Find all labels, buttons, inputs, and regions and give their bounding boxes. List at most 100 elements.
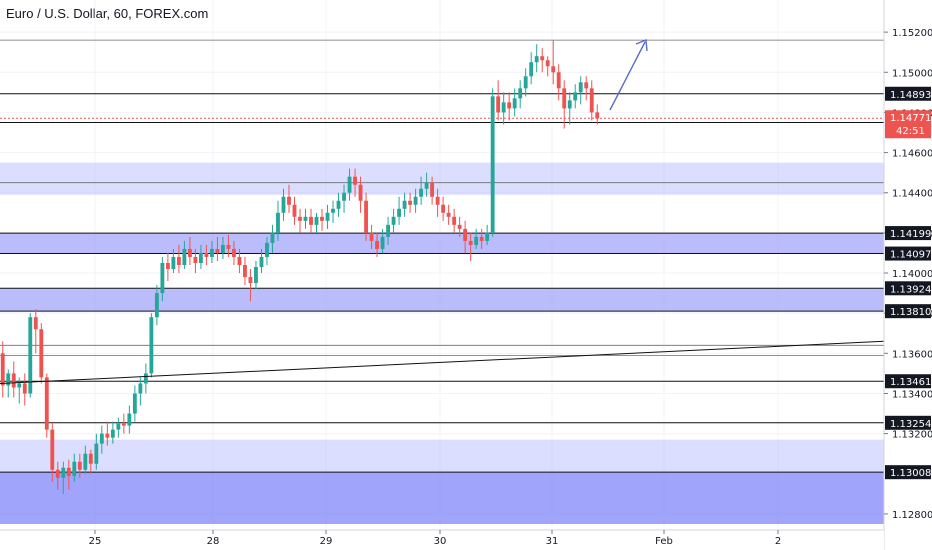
candle-body (215, 248, 220, 253)
candle-body (507, 102, 512, 109)
candle-body (364, 200, 368, 233)
candle-body (165, 262, 170, 270)
price-tick-label: 1.14400 (892, 189, 932, 200)
drawings-layer (0, 39, 885, 384)
price-tick-label: 1.13400 (892, 389, 932, 400)
candle-body (435, 196, 440, 205)
candle-body (380, 236, 385, 249)
price-tick-label: 1.15200 (892, 28, 932, 39)
level-price-label: 1.14097 (890, 250, 931, 261)
candle-body (39, 329, 44, 378)
candle-body (105, 433, 110, 438)
candle-body (33, 317, 38, 330)
candle-body (254, 267, 258, 284)
candle-body (6, 373, 11, 386)
level-price-label: 1.13924 (890, 284, 931, 295)
level-price-tag (885, 465, 931, 480)
candle-body (28, 317, 33, 394)
price-tick-label: 1.13200 (892, 430, 932, 441)
candle-body (0, 353, 5, 386)
candle-body (452, 216, 457, 225)
price-tick-label: 1.14600 (892, 149, 932, 160)
candle-body (309, 216, 313, 225)
candle-body (496, 96, 501, 113)
candle-body (485, 232, 490, 241)
level-price-tag (885, 226, 931, 241)
candle-body (61, 467, 66, 478)
candle-body (408, 200, 413, 205)
candle-body (457, 224, 462, 229)
candle-body (545, 60, 550, 67)
candle-body (11, 373, 16, 388)
candle-body (584, 82, 589, 89)
candle-body (518, 88, 523, 99)
candle-body (369, 232, 374, 241)
candle-body (259, 256, 264, 268)
candle-body (99, 433, 104, 444)
candle-body (50, 429, 55, 470)
candle-body (446, 212, 451, 217)
candle-body (287, 196, 291, 205)
level-price-label: 1.13461 (890, 377, 931, 388)
candle-body (468, 240, 473, 245)
current-price-label: 1.14771 (890, 113, 931, 124)
arrow-head (635, 39, 648, 52)
candle-body (336, 200, 341, 209)
candle-body (270, 232, 275, 243)
candle-body (567, 100, 572, 109)
candle-body (110, 429, 115, 438)
candle-body (325, 212, 330, 221)
level-price-tag (885, 281, 931, 296)
candle-body (589, 88, 594, 113)
candle-body (523, 76, 528, 89)
candle-body (176, 256, 181, 265)
candle-body (171, 256, 176, 270)
level-price-tag (885, 246, 931, 261)
candle-body (243, 265, 247, 278)
candle-body (501, 102, 506, 113)
candle-body (595, 112, 600, 119)
time-tick-label: Feb (655, 536, 673, 547)
candle-body (44, 377, 49, 430)
time-axis[interactable]: 25 28 29 30 31 Feb 2 (0, 529, 884, 550)
time-tick-label: 29 (320, 536, 333, 547)
candle-body (347, 176, 352, 193)
candle-body (187, 248, 192, 257)
candle-body (198, 252, 203, 263)
candle-body (353, 176, 357, 185)
candle-body (132, 393, 137, 414)
candle-body (160, 262, 165, 294)
trendline (0, 340, 885, 384)
candle-body (320, 216, 324, 221)
candle-body (303, 216, 308, 221)
zones-layer (0, 162, 884, 524)
candle-body (358, 184, 363, 201)
candle-body (529, 62, 534, 77)
time-tick-label: 30 (434, 536, 447, 547)
price-tick-label: 1.14000 (892, 269, 932, 280)
zone-band (0, 288, 884, 312)
candle-body (490, 96, 495, 233)
chart-title: Euro / U.S. Dollar, 60, FOREX.com (6, 6, 209, 21)
countdown-label: 42:51 (896, 126, 925, 137)
candle-body (77, 461, 82, 470)
candle-body (512, 98, 517, 109)
candle-body (342, 192, 346, 201)
time-tick-label: 2 (775, 536, 781, 547)
candle-body (578, 82, 583, 93)
candle-body (413, 196, 418, 205)
candle-body (375, 240, 379, 249)
candle-body (292, 204, 297, 217)
price-axis[interactable]: 1.152001.150001.148001.146001.144001.142… (883, 0, 932, 550)
candle-body (221, 244, 225, 253)
time-tick-label: 31 (546, 536, 559, 547)
candle-body (298, 216, 302, 221)
candle-body (331, 208, 335, 213)
candle-body (55, 469, 60, 478)
levels-layer (0, 39, 884, 473)
candle-body (402, 200, 407, 209)
candle-body (22, 383, 27, 394)
level-price-tag (885, 86, 931, 101)
candle-body (281, 196, 286, 213)
